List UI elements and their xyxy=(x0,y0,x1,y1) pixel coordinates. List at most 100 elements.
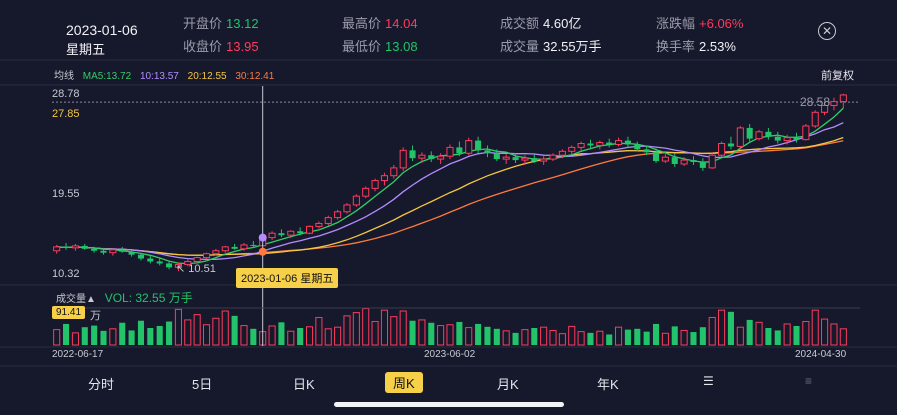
candle-down xyxy=(428,155,435,160)
volume-bar-up xyxy=(315,316,323,346)
low-mark-label: ↖ 10.51 xyxy=(176,263,216,275)
volume-bar-up xyxy=(521,329,529,346)
candle-up xyxy=(568,146,576,152)
candle-up xyxy=(109,249,117,254)
candle-down xyxy=(643,149,650,153)
volume-bar-up xyxy=(399,310,407,346)
latest-price-label: 28.58 xyxy=(800,95,831,109)
volume-bar-up xyxy=(212,317,220,346)
tab-5day[interactable]: 5日 xyxy=(192,377,213,392)
low-price: 最低价 13.08 xyxy=(342,39,418,54)
volume-bar-up xyxy=(549,329,557,346)
volume-bar-up xyxy=(240,325,248,346)
volume-unit: 万 xyxy=(90,310,101,322)
layout-menu-icon[interactable]: ≡ xyxy=(805,374,813,388)
candle-up xyxy=(334,211,342,219)
volume-bar-down xyxy=(652,323,660,345)
candle-down xyxy=(690,160,697,163)
volume-bar-down xyxy=(100,330,107,345)
candle-up xyxy=(315,222,323,227)
volume-bar-down xyxy=(531,327,538,345)
candle-down xyxy=(100,250,107,253)
volume-max-badge: 91.41 xyxy=(52,306,86,319)
header-date: 2023-01-06 xyxy=(66,22,138,38)
candle-down xyxy=(727,143,734,147)
volume-bar-down xyxy=(475,323,482,345)
candle-up xyxy=(380,175,388,182)
candle-up xyxy=(615,140,623,145)
volume-bar-up xyxy=(558,333,566,346)
header-weekday: 星期五 xyxy=(66,42,106,57)
candle-up xyxy=(71,245,79,249)
volume-bar-up xyxy=(221,310,229,346)
adjust-button[interactable]: 前复权 xyxy=(821,70,854,82)
volume-bar-down xyxy=(643,331,650,345)
candle-up xyxy=(821,104,829,113)
volume-bar-down xyxy=(746,319,753,345)
candle-down xyxy=(634,144,641,150)
volume-bar-down xyxy=(727,311,734,345)
volume-bar-up xyxy=(615,326,623,346)
candle-up xyxy=(53,246,61,252)
candle-down xyxy=(531,158,538,162)
candle-up xyxy=(184,260,192,265)
volume-bar-up xyxy=(736,326,744,346)
volume-bar-down xyxy=(793,325,800,345)
volume-bar-up xyxy=(268,325,276,346)
candle-up xyxy=(390,167,398,177)
period-tabs: 分时 5日 日K 周K 月K 年K ☰ ≡ xyxy=(0,368,897,398)
home-indicator xyxy=(334,402,564,407)
candle-down xyxy=(587,143,594,146)
candle-down xyxy=(746,127,753,139)
candle-up xyxy=(549,154,557,160)
volume-bar-up xyxy=(596,330,604,346)
tab-daily[interactable]: 日K xyxy=(293,377,315,392)
candle-up xyxy=(577,143,585,148)
tab-monthly[interactable]: 月K xyxy=(497,377,519,392)
candle-up xyxy=(830,101,838,106)
ma5-line xyxy=(56,107,844,265)
volume-bar-up xyxy=(446,324,454,346)
candle-up xyxy=(399,149,407,169)
volume-bar-down xyxy=(512,332,519,345)
volume-bar-down xyxy=(634,328,641,345)
volume-bar-up xyxy=(334,326,342,346)
volume-bar-up xyxy=(343,315,351,346)
candle-up xyxy=(362,187,370,197)
candle-down xyxy=(652,152,660,162)
candle-up xyxy=(343,204,351,213)
volume-bar-up xyxy=(362,308,370,346)
volume-bar-up xyxy=(184,319,192,346)
price-axis-ref: 27.85 xyxy=(52,108,80,120)
volume-bar-down xyxy=(484,326,491,345)
volume-bar-up xyxy=(418,319,426,346)
candle-up xyxy=(661,156,669,162)
volume-bar-up xyxy=(437,325,445,346)
close-icon[interactable]: ✕ xyxy=(818,22,836,40)
volume-bar-up xyxy=(783,323,791,346)
volume-bar-up xyxy=(830,323,838,346)
volume-indicator-button[interactable]: 成交量▲ xyxy=(56,294,96,305)
candle-up xyxy=(324,217,332,224)
volume-value: VOL: 32.55 万手 xyxy=(104,291,193,305)
candle-down xyxy=(156,261,163,264)
candle-down xyxy=(484,150,491,154)
candle-down xyxy=(624,140,631,145)
candle-down xyxy=(128,251,135,255)
candle-up xyxy=(783,137,791,142)
candle-down xyxy=(119,249,126,252)
candle-down xyxy=(409,150,416,159)
change-pct: 涨跌幅 +6.06% xyxy=(656,16,744,31)
tab-yearly[interactable]: 年K xyxy=(597,377,619,392)
volume-bar-up xyxy=(324,328,332,346)
volume-bar-down xyxy=(128,330,135,345)
tab-intraday[interactable]: 分时 xyxy=(88,377,115,392)
candle-up xyxy=(558,150,566,156)
candle-down xyxy=(278,233,285,236)
x-axis-end: 2024-04-30 xyxy=(795,349,847,360)
volume-bar-up xyxy=(839,328,847,346)
candle-down xyxy=(63,246,70,248)
tab-weekly[interactable]: 周K xyxy=(385,372,423,393)
indicator-settings-icon[interactable]: ☰ xyxy=(703,374,714,388)
